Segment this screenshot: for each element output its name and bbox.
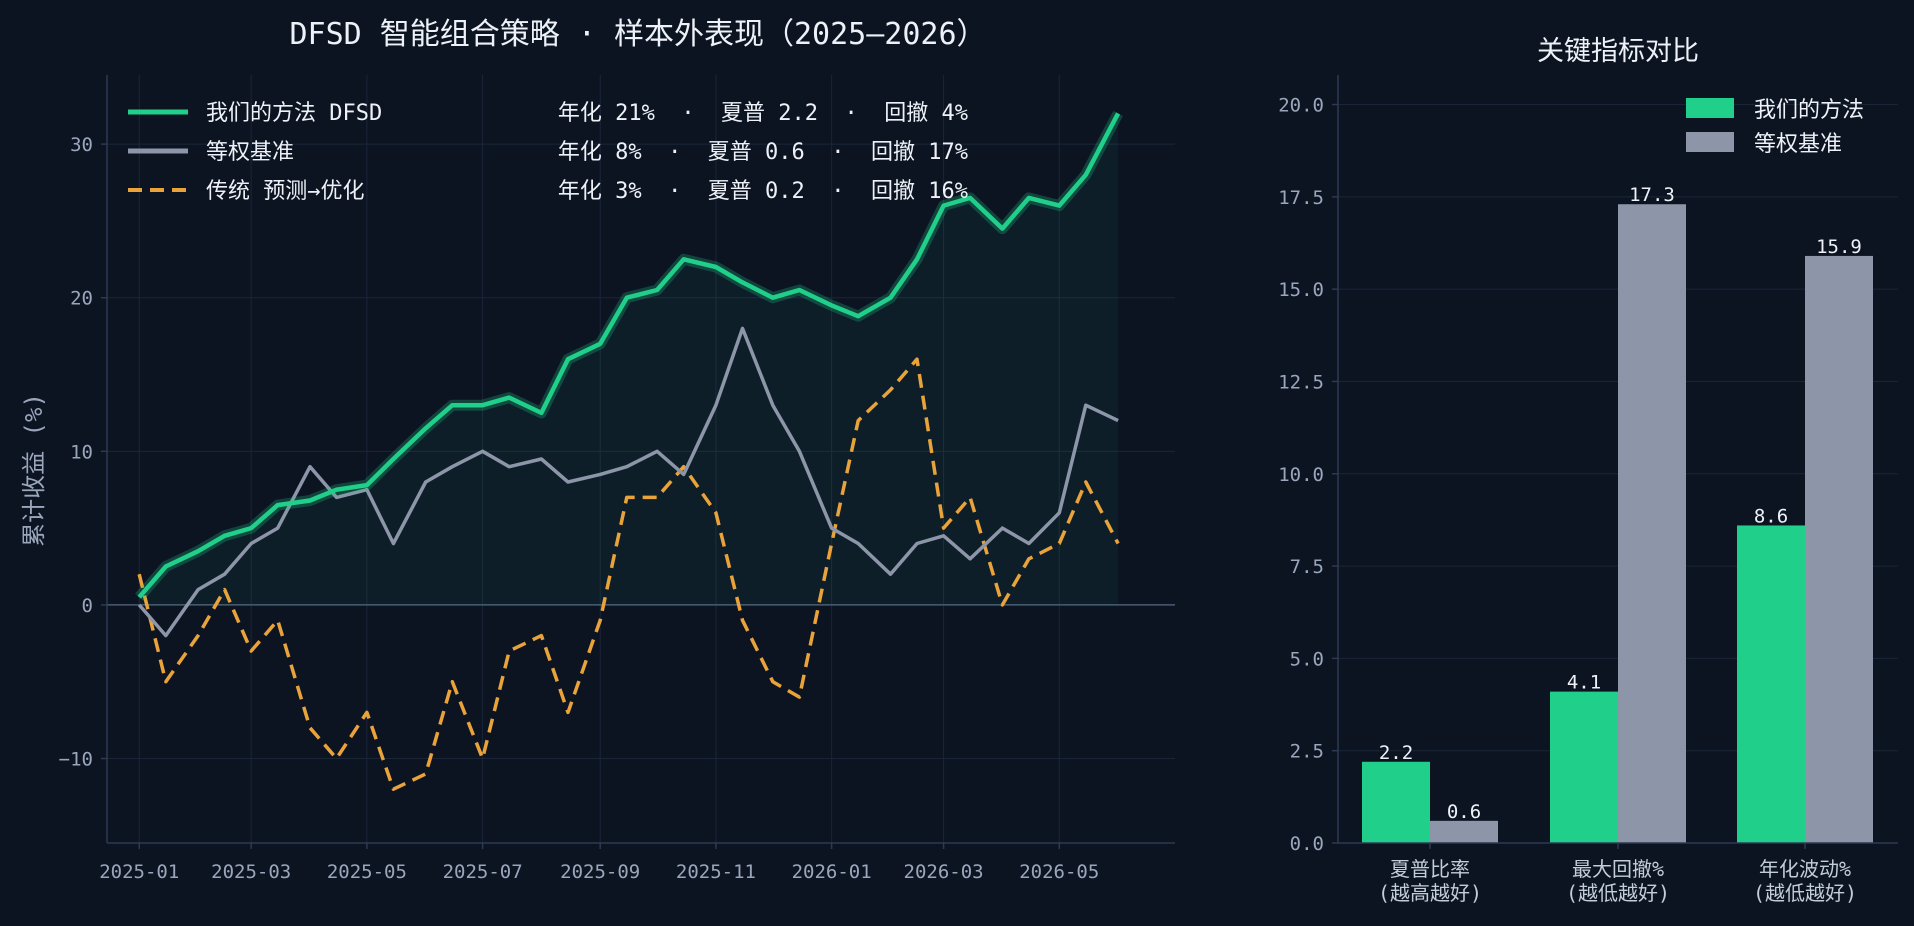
ours-area: [139, 113, 1119, 605]
legend-stats-baseline: 年化 8% · 夏普 0.6 · 回撤 17%: [558, 140, 968, 165]
line-chart-series: [135, 110, 1123, 791]
bar-category-label: 年化波动%: [1759, 857, 1851, 881]
y-tick-label: 30: [70, 134, 93, 156]
x-tick-label: 2025-09: [560, 861, 640, 883]
legend-stats-ours: 年化 21% · 夏普 2.2 · 回撤 4%: [558, 101, 968, 126]
line-chart-legend[interactable]: 我们的方法 DFSD 年化 21% · 夏普 2.2 · 回撤 4% 等权基准 …: [128, 101, 968, 204]
series-line-baseline: [137, 326, 1119, 638]
legend-label-traditional: 传统 预测→优化: [206, 179, 365, 204]
bar-ours-2: [1550, 691, 1618, 843]
legend-stats-traditional: 年化 3% · 夏普 0.2 · 回撤 16%: [558, 179, 968, 204]
x-tick-label: 2025-01: [99, 861, 179, 883]
line-chart-grid: [107, 75, 1175, 843]
legend-item-baseline-bar[interactable]: 等权基准: [1686, 132, 1842, 157]
bar-category-label: 夏普比率: [1390, 857, 1470, 881]
y-tick-label: 10: [70, 441, 93, 463]
bar-y-tick-label: 20.0: [1278, 95, 1324, 117]
bar-category-label: (越低越好): [1566, 881, 1670, 905]
legend-label-ours-bar: 我们的方法: [1754, 98, 1864, 123]
bar-y-tick-label: 0.0: [1290, 833, 1324, 855]
legend-item-ours[interactable]: 我们的方法 DFSD 年化 21% · 夏普 2.2 · 回撤 4%: [128, 101, 968, 126]
y-tick-label: −10: [59, 749, 93, 771]
line-chart-axes: [106, 75, 1175, 844]
legend-label-baseline-bar: 等权基准: [1754, 132, 1842, 157]
bar-chart-bars: 2.2 4.1 8.6 0.6 17.3 15.9: [1362, 184, 1873, 843]
bar-y-tick-label: 5.0: [1290, 648, 1324, 670]
legend-item-baseline[interactable]: 等权基准 年化 8% · 夏普 0.6 · 回撤 17%: [128, 140, 968, 165]
bar-baseline-2: [1618, 204, 1686, 843]
x-tick-label: 2025-03: [211, 861, 291, 883]
bar-value-label: 17.3: [1629, 184, 1675, 206]
y-tick-label: 0: [82, 595, 93, 617]
bar-chart-title: 关键指标对比: [1537, 36, 1699, 67]
legend-label-ours: 我们的方法 DFSD: [206, 101, 382, 126]
bar-value-label: 4.1: [1567, 672, 1601, 694]
x-tick-label: 2026-03: [904, 861, 984, 883]
bar-category-label: (越低越好): [1753, 881, 1857, 905]
bar-chart-ticks: 0.0 2.5 5.0 7.5 10.0 12.5 15.0 17.5 20.0 夏普比率(越高越…: [1278, 95, 1857, 905]
bar-value-label: 15.9: [1816, 236, 1862, 258]
series-line-ours: [137, 112, 1121, 599]
bar-chart: 关键指标对比 2.2 4.1 8.6 0.6 17.3 15.9 0.0 2.5 5.0 7.5…: [1278, 36, 1898, 905]
legend-item-ours-bar[interactable]: 我们的方法: [1686, 98, 1864, 123]
bar-y-tick-label: 15.0: [1278, 279, 1324, 301]
legend-label-baseline: 等权基准: [206, 140, 294, 165]
bar-y-tick-label: 2.5: [1290, 741, 1324, 763]
x-tick-label: 2025-11: [676, 861, 756, 883]
bar-category-label: (越高越好): [1378, 881, 1482, 905]
ours-area-fill: [139, 113, 1119, 605]
bar-y-tick-label: 10.0: [1278, 464, 1324, 486]
bar-baseline-3: [1805, 255, 1873, 843]
legend-item-traditional[interactable]: 传统 预测→优化 年化 3% · 夏普 0.2 · 回撤 16%: [128, 179, 968, 204]
x-tick-label: 2026-05: [1019, 861, 1099, 883]
bar-y-tick-label: 7.5: [1290, 556, 1324, 578]
bar-ours-1: [1362, 761, 1430, 843]
bar-chart-legend[interactable]: 我们的方法 等权基准: [1686, 98, 1864, 157]
line-chart-title: DFSD 智能组合策略 · 样本外表现（2025–2026）: [289, 17, 986, 52]
bar-value-label: 2.2: [1379, 742, 1413, 764]
x-tick-label: 2025-05: [327, 861, 407, 883]
legend-swatch-ours-bar: [1686, 98, 1734, 118]
legend-swatch-baseline-bar: [1686, 132, 1734, 152]
bar-ours-3: [1737, 525, 1805, 843]
x-tick-label: 2025-07: [443, 861, 523, 883]
bar-value-label: 8.6: [1754, 505, 1788, 527]
bar-baseline-1: [1430, 820, 1498, 843]
series-line-traditional: [137, 357, 1120, 791]
bar-value-label: 0.6: [1447, 801, 1481, 823]
line-chart: DFSD 智能组合策略 · 样本外表现（2025–2026） 累计收益 (%) …: [20, 17, 1175, 883]
bar-y-tick-label: 17.5: [1278, 187, 1324, 209]
y-tick-label: 20: [70, 288, 93, 310]
x-tick-label: 2026-01: [792, 861, 872, 883]
bar-y-tick-label: 12.5: [1278, 371, 1324, 393]
line-chart-ticks: −10 0 10 20 30 2025-01 2025-03 2025-05 2025-07 20…: [59, 134, 1100, 883]
y-axis-label: 累计收益 (%): [20, 393, 48, 547]
bar-category-label: 最大回撤%: [1572, 857, 1664, 881]
